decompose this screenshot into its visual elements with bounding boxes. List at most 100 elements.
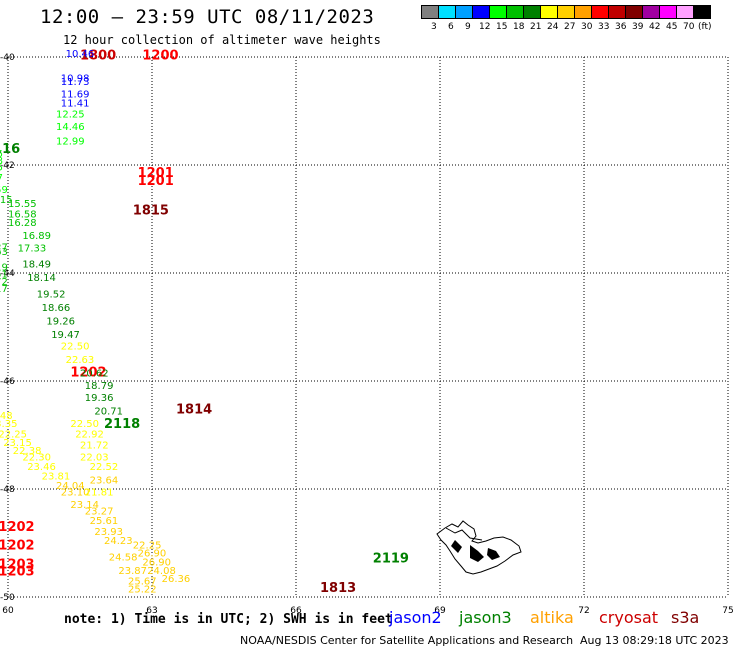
wave-height-label: 23.46 xyxy=(27,462,56,473)
wave-height-label: 22.25 xyxy=(0,430,27,441)
longitude-tick-label: 69 xyxy=(434,606,446,616)
pass-time-label: 1815 xyxy=(133,204,169,219)
legend-label: 45 xyxy=(666,22,678,32)
legend-label: 3 xyxy=(431,22,437,32)
legend-label: 39 xyxy=(632,22,644,32)
legend-label: 6 xyxy=(448,22,454,32)
wave-height-label: 14.88 xyxy=(0,156,3,167)
longitude-tick-label: 75 xyxy=(722,606,733,616)
satellite-jason3: jason3 xyxy=(459,608,512,627)
wave-height-label: 19.36 xyxy=(85,393,114,404)
wave-height-label: 22.52 xyxy=(90,462,119,473)
island-lake xyxy=(487,548,500,560)
axis-tick-labels: -40 -42 -44 -46 -48 -50 60 63 66 69 72 75 xyxy=(0,53,734,616)
latitude-tick-label: -44 xyxy=(0,269,15,279)
wave-height-label: 21.81 xyxy=(85,487,114,498)
latitude-tick-label: -48 xyxy=(0,485,15,495)
legend-label: 70 xyxy=(683,22,695,32)
wave-height-label: 10.98 xyxy=(61,73,90,84)
wave-height-label: 17.17 xyxy=(0,284,8,295)
wave-height-label: 22.03 xyxy=(80,452,109,463)
wave-height-label: 23.64 xyxy=(90,476,119,487)
pass-time-label: 1200 xyxy=(142,49,178,64)
longitude-tick-label: 63 xyxy=(146,606,157,616)
wave-height-label: 20.71 xyxy=(94,406,123,417)
island-north-shore xyxy=(445,527,483,541)
satellite-cryosat: cryosat xyxy=(599,608,659,627)
legend-label: 12 xyxy=(479,22,491,32)
wave-height-label: 11.73 xyxy=(61,77,90,88)
credit-line: NOAA/NESDIS Center for Satellite Applica… xyxy=(240,634,574,647)
wave-height-label: 22.30 xyxy=(22,452,51,463)
legend-label: 9 xyxy=(465,22,471,32)
wave-height-label: 23.10 xyxy=(61,487,90,498)
wave-height-label: 14.95 xyxy=(0,149,3,160)
latitude-tick-label: -42 xyxy=(0,161,15,171)
longitude-tick-label: 60 xyxy=(2,606,14,616)
wave-height-label: 17.72 xyxy=(0,277,8,288)
wave-height-label: 22.25 xyxy=(133,540,162,551)
wave-height-label: 19.47 xyxy=(51,330,80,341)
wave-height-label: 17.33 xyxy=(18,243,47,254)
wave-height-label: 18.14 xyxy=(27,273,56,284)
wave-height-label: 14.55 xyxy=(0,162,3,173)
legend-label: 15 xyxy=(496,22,508,32)
wave-height-label: 14.46 xyxy=(56,122,85,133)
pass-time-labels: 1800120021161201120118152117120218142118… xyxy=(0,49,409,596)
legend-label: 18 xyxy=(513,22,525,32)
wave-height-label: 19.26 xyxy=(46,316,75,327)
wave-height-label: 12.99 xyxy=(56,136,85,147)
pass-time-label: 2116 xyxy=(0,142,20,157)
wave-height-label: 24.58 xyxy=(109,552,138,563)
wave-height-label: 23.81 xyxy=(42,471,71,482)
pass-time-label: 2118 xyxy=(104,417,140,432)
wave-height-label: 16.28 xyxy=(8,218,37,229)
wave-height-label: 24.04 xyxy=(56,481,85,492)
pass-time-label: 1203 xyxy=(0,557,35,572)
legend-unit: (ft) xyxy=(698,22,712,32)
pass-time-label: 1814 xyxy=(176,402,212,417)
wave-height-label: 23.35 xyxy=(0,419,17,430)
wave-height-readings: 11.7710.4612.3210.9811.7311.0711.6912.12… xyxy=(0,49,190,596)
wave-height-label: 23.15 xyxy=(3,438,32,449)
legend-label: 30 xyxy=(581,22,593,32)
wave-height-label: 26.90 xyxy=(142,558,171,569)
pass-time-label: 1202 xyxy=(70,366,106,381)
satellite-s3a: s3a xyxy=(671,608,700,627)
pass-time-label: 1202 xyxy=(0,520,35,535)
pass-time-label: 1201 xyxy=(138,166,174,181)
wave-height-label: 17.51 xyxy=(0,269,8,280)
pass-time-label: 1202 xyxy=(0,538,35,553)
wave-height-label: 16.58 xyxy=(8,209,37,220)
map-title: 12:00 — 23:59 UTC 08/11/2023 xyxy=(40,6,375,28)
wave-height-label: 18.79 xyxy=(85,381,114,392)
wave-height-label: 11.41 xyxy=(61,99,90,110)
latitude-tick-label: -46 xyxy=(0,377,15,387)
wave-height-label: 14.77 xyxy=(0,173,3,184)
map-subtitle: 12 hour collection of altimeter wave hei… xyxy=(63,33,381,47)
pass-time-label: 1813 xyxy=(320,581,356,596)
pass-time-label: 2119 xyxy=(373,551,409,566)
wave-height-label: 22.38 xyxy=(13,446,42,457)
wave-height-label: 25.61 xyxy=(90,516,119,527)
wave-height-label: 25.67 xyxy=(128,577,157,588)
longitude-tick-label: 72 xyxy=(578,606,589,616)
island-fjord xyxy=(451,540,462,553)
legend-label: 36 xyxy=(615,22,627,32)
wave-height-label: 23.93 xyxy=(94,527,123,538)
wave-height-label: 17.27 xyxy=(0,242,8,253)
pass-time-label: 1201 xyxy=(138,174,174,189)
legend-label: 33 xyxy=(598,22,610,32)
footnote: note: 1) Time is in UTC; 2) SWH is in fe… xyxy=(64,612,393,627)
latitude-tick-label: -40 xyxy=(0,53,15,63)
wave-height-label: 19.52 xyxy=(37,289,66,300)
wave-height-label: 23.14 xyxy=(70,500,99,511)
legend-label: 42 xyxy=(649,22,661,32)
longitude-tick-label: 66 xyxy=(290,606,302,616)
wave-height-label: 12.25 xyxy=(56,109,85,120)
graticule xyxy=(7,56,729,598)
satellite-jason2: jason2 xyxy=(389,608,442,627)
wave-height-label: 23.87 xyxy=(118,566,147,577)
wave-height-label: 21.72 xyxy=(80,441,109,452)
